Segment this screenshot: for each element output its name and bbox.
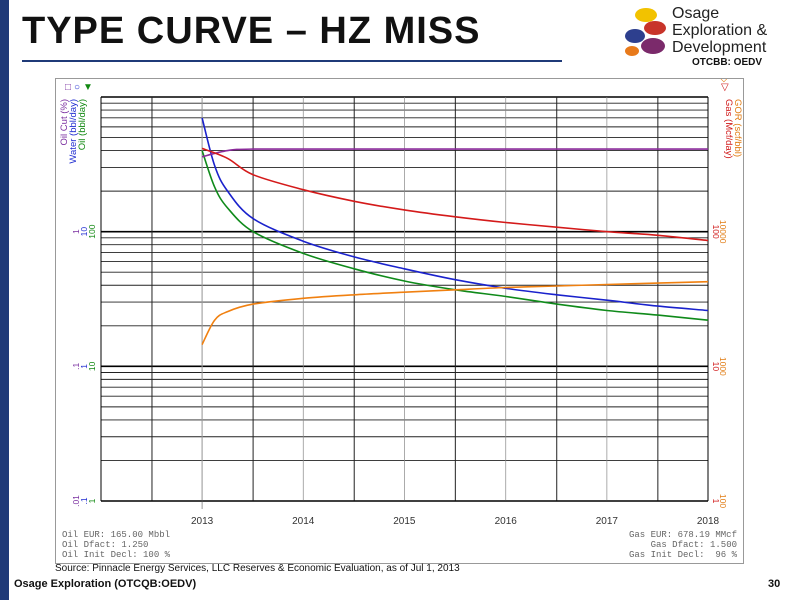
left-axis-marker-icon: ▼: [83, 82, 93, 93]
footer-company: Osage Exploration (OTCQB:OEDV): [14, 578, 197, 590]
logo-ticker: OTCBB: OEDV: [692, 57, 762, 68]
page-number: 30: [768, 578, 781, 590]
logo-name-line3: Development: [672, 39, 767, 56]
company-logo: Osage Exploration & Development OTCBB: O…: [622, 4, 800, 76]
x-tick-label: 2014: [292, 516, 315, 527]
oil-init-decl-stat: Oil Init Decl: 100 %: [62, 550, 171, 560]
left-accent-bar: [0, 0, 9, 600]
left-tick-oil: 1: [87, 498, 97, 503]
gas-dfact-stat: Gas Dfact: 1.500: [650, 540, 737, 550]
oil-eur-stat: Oil EUR: 165.00 Mbbl: [62, 530, 171, 540]
right-axis-marker-icon: ◇: [720, 79, 728, 84]
slide-title: TYPE CURVE – HZ MISS: [22, 10, 481, 52]
right-axis-label: Gas (Mcf/day): [723, 99, 734, 159]
left-axis-marker-icon: ○: [74, 82, 80, 93]
right-tick-gor: 1000: [718, 357, 728, 376]
right-axis-label: GOR (scf/bbl): [732, 99, 743, 157]
x-tick-label: 2015: [393, 516, 416, 527]
title-underline: [22, 60, 562, 62]
gas-eur-stat: Gas EUR: 678.19 MMcf: [628, 530, 737, 540]
right-tick-gas: 1: [711, 499, 721, 504]
left-tick-oil: 10: [87, 361, 97, 371]
left-tick-water: .1: [79, 497, 89, 504]
series-line-water-bbl-day: [201, 117, 709, 312]
left-axis-label: Oil Cut (%): [59, 99, 70, 145]
gas-init-decl-stat: Gas Init Decl: 96 %: [628, 550, 737, 560]
logo-name-line1: Osage: [672, 5, 720, 22]
series-line-gas-mcf-day: [201, 147, 709, 242]
left-axis-marker-icon: □: [65, 82, 71, 93]
x-tick-label: 2017: [596, 516, 619, 527]
left-axis-tick: .01.11: [71, 495, 97, 507]
x-tick-label: 2016: [495, 516, 518, 527]
right-axis-title-group: GOR (scf/bbl)Gas (Mcf/day): [723, 99, 743, 159]
left-axis-label: Oil (bbl/day): [77, 99, 88, 150]
right-tick-gas: 10: [711, 362, 721, 372]
left-tick-oil: 100: [87, 224, 97, 238]
series-line-oil-bbl-day: [201, 150, 709, 321]
series-line-gor-scf-bbl: [201, 280, 709, 345]
type-curve-chart: 2013 2014 2015 2016 2017 2018 1 10 100.1 1 10.01.1…: [55, 73, 744, 564]
chart-canvas: 2013 2014 2015 2016 2017 2018110100.1110.01.1…: [59, 73, 743, 527]
x-tick-label: 2013: [191, 516, 214, 527]
left-tick-oil-cut: 1: [71, 229, 81, 234]
left-tick-oil-cut: .1: [71, 363, 81, 370]
logo-name-line2: Exploration &: [672, 22, 768, 39]
series-line-oil-cut: [201, 148, 708, 158]
right-tick-gor: 100: [718, 494, 728, 508]
oil-dfact-stat: Oil Dfact: 1.250: [62, 540, 149, 550]
left-axis-label: Water (bbl/day): [68, 99, 79, 164]
logo-mark-icon: [625, 8, 666, 56]
left-tick-oil-cut: .01: [71, 495, 81, 507]
right-axis-marker-icon: ▽: [721, 82, 729, 93]
left-axis-title-group: Oil Cut (%)Water (bbl/day)Oil (bbl/day): [59, 99, 88, 164]
source-note: Source: Pinnacle Energy Services, LLC Re…: [55, 563, 460, 574]
x-tick-label: 2018: [697, 516, 720, 527]
right-tick-gas: 100: [711, 225, 721, 239]
left-tick-water: 10: [79, 227, 89, 237]
left-tick-water: 1: [79, 364, 89, 369]
right-tick-gor: 10000: [718, 220, 728, 244]
